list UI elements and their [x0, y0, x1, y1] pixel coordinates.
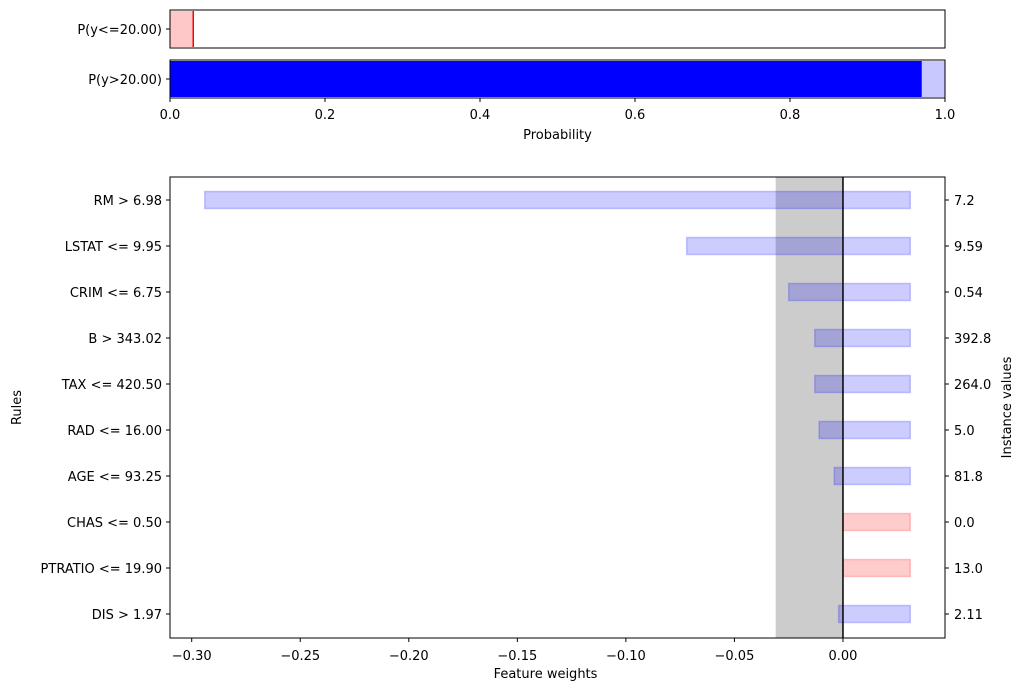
x-tick-label: 0.2: [315, 108, 336, 123]
x-tick-label: 0.6: [625, 108, 646, 123]
probability-row: P(y>20.00): [88, 59, 946, 99]
weight-bar: [833, 466, 912, 486]
rule-label: CHAS <= 0.50: [67, 516, 162, 531]
instance-value: 0.0: [954, 516, 975, 531]
x-axis-label: Probability: [523, 128, 592, 143]
weight-bar: [813, 328, 912, 348]
rule-row: DIS > 1.97 2.11: [92, 604, 983, 624]
y-tick-label: P(y>20.00): [88, 73, 162, 88]
rule-label: LSTAT <= 9.95: [65, 240, 162, 255]
weight-bar: [837, 604, 912, 624]
weight-bar: [787, 282, 912, 302]
instance-value: 2.11: [954, 608, 983, 623]
instance-value: 392.8: [954, 332, 991, 347]
probability-row: P(y<=20.00): [77, 9, 946, 49]
weight-bar: [818, 420, 912, 440]
weight-bar: [842, 512, 912, 532]
rule-label: DIS > 1.97: [92, 608, 162, 623]
probability-frame: [169, 9, 946, 49]
x-tick-label: −0.20: [389, 649, 429, 664]
instance-value: 7.2: [954, 194, 975, 209]
rule-row: CHAS <= 0.50 0.0: [67, 512, 975, 532]
rule-row: PTRATIO <= 19.90 13.0: [41, 558, 983, 578]
weight-bar: [813, 374, 912, 394]
x-tick-label: −0.30: [172, 649, 212, 664]
instance-value: 0.54: [954, 286, 983, 301]
instance-value: 5.0: [954, 424, 975, 439]
plot-frame: [169, 176, 946, 639]
x-tick-label: −0.10: [606, 649, 646, 664]
instance-value: 264.0: [954, 378, 991, 393]
rule-row: RAD <= 16.00 5.0: [67, 420, 975, 440]
uncertainty-band: [775, 177, 843, 638]
rule-label: CRIM <= 6.75: [70, 286, 162, 301]
y-tick-label: P(y<=20.00): [77, 23, 162, 38]
instance-value: 13.0: [954, 562, 983, 577]
instance-value: 81.8: [954, 470, 983, 485]
rule-row: B > 343.02 392.8: [88, 328, 991, 348]
rule-label: B > 343.02: [88, 332, 162, 347]
rule-label: PTRATIO <= 19.90: [41, 562, 162, 577]
x-tick-label: 0.8: [780, 108, 801, 123]
rule-row: AGE <= 93.25 81.8: [68, 466, 983, 486]
rule-row: RM > 6.98 7.2: [94, 190, 975, 210]
x-tick-label: 0.0: [160, 108, 181, 123]
weight-bar: [842, 558, 912, 578]
rule-label: RM > 6.98: [94, 194, 162, 209]
rule-row: TAX <= 420.50 264.0: [61, 374, 991, 394]
rule-label: TAX <= 420.50: [61, 378, 162, 393]
rule-label: RAD <= 16.00: [67, 424, 162, 439]
probability-uncertainty: [170, 11, 194, 47]
x-tick-label: −0.15: [497, 649, 537, 664]
x-tick-label: 0.00: [828, 649, 857, 664]
x-tick-label: −0.25: [280, 649, 320, 664]
probability-bar: [170, 61, 922, 97]
x-tick-label: 0.4: [470, 108, 491, 123]
probability-uncertainty: [921, 61, 945, 97]
rule-row: CRIM <= 6.75 0.54: [70, 282, 983, 302]
x-tick-label: −0.05: [715, 649, 755, 664]
y2-axis-label: Instance values: [1000, 356, 1015, 458]
weight-bar: [203, 190, 912, 210]
weight-bar: [685, 236, 912, 256]
rule-row: LSTAT <= 9.95 9.59: [65, 236, 983, 256]
rule-label: AGE <= 93.25: [68, 470, 162, 485]
instance-value: 9.59: [954, 240, 983, 255]
x-tick-label: 1.0: [935, 108, 956, 123]
y-axis-label: Rules: [10, 390, 25, 425]
x-axis-label: Feature weights: [494, 667, 598, 682]
